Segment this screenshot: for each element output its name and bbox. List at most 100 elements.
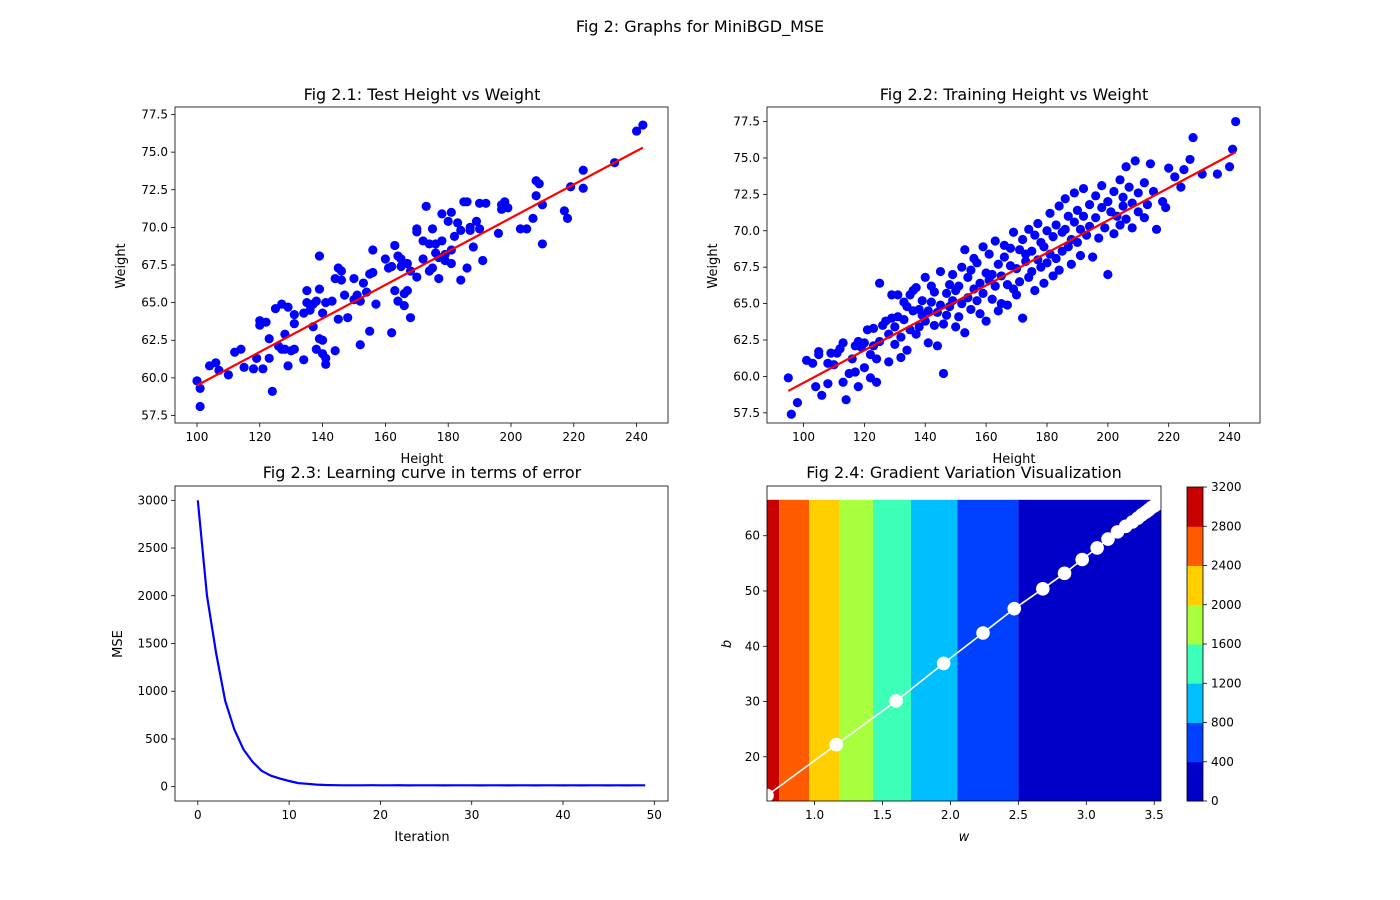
- fig22-point: [948, 269, 958, 280]
- fig22-point: [1002, 300, 1013, 310]
- fig21-point: [317, 335, 328, 345]
- colorbar-tick-label: 2400: [1211, 559, 1242, 573]
- fig21-xlabel: Height: [401, 452, 444, 467]
- fig21-point: [412, 227, 422, 237]
- fig24-axes-frame: [766, 485, 1162, 802]
- fig21-point: [387, 328, 397, 338]
- fig22-point: [1121, 162, 1131, 172]
- fig21-point: [468, 242, 478, 252]
- fig22-ytick-label: 57.5: [733, 406, 760, 420]
- fig21-point: [531, 191, 541, 201]
- fig21-point: [195, 401, 205, 412]
- fig22-point: [838, 377, 848, 387]
- colorbar-tick-label: 3200: [1211, 480, 1242, 494]
- fig21-point: [211, 358, 221, 368]
- fig23-xtick-label: 0: [194, 808, 202, 822]
- colorbar-segment: [1187, 526, 1203, 566]
- fig22-point: [978, 242, 988, 252]
- fig21-point: [427, 224, 438, 234]
- fig21-point: [412, 272, 422, 282]
- fig22-point: [902, 345, 912, 355]
- fig21-point: [456, 275, 466, 285]
- fig21-point: [390, 285, 400, 296]
- colorbar-segment: [1187, 722, 1203, 763]
- fig24-plot-area: 1.0 1.5 2.0 2.5 3.0 3.5 20 30 40 50 60: [745, 485, 1166, 822]
- fig23-ytick-label: 2000: [137, 589, 168, 603]
- fig21-point: [365, 326, 375, 336]
- fig24-contour-band: [872, 499, 912, 801]
- fig22-point: [1127, 223, 1137, 233]
- fig22-point: [972, 296, 982, 306]
- fig22-point: [890, 339, 900, 349]
- fig22-point: [966, 265, 976, 275]
- fig22-point: [1027, 266, 1037, 277]
- fig22-xtick-label: 240: [1218, 430, 1241, 444]
- colorbar-segment: [1187, 487, 1203, 527]
- chart-fig21: Fig 2.1: Test Height vs Weight Height We…: [114, 85, 669, 467]
- fig21-point: [446, 258, 456, 269]
- fig22-point: [1054, 265, 1064, 275]
- fig22-point: [960, 328, 970, 338]
- fig22-point: [951, 322, 961, 332]
- fig22-point: [920, 272, 930, 282]
- fig22-point: [1088, 252, 1098, 262]
- fig22-point: [999, 252, 1009, 262]
- fig21-point: [443, 216, 453, 226]
- fig23-ylabel: MSE: [111, 630, 126, 658]
- fig22-point: [1039, 278, 1049, 288]
- fig23-xtick-label: 10: [281, 808, 296, 822]
- fig22-axes-frame: [766, 106, 1261, 424]
- fig22-ytick-label: 60.0: [733, 369, 760, 383]
- fig22-point: [954, 281, 964, 291]
- fig24-contour-band: [911, 499, 958, 801]
- chart-fig23: Fig 2.3: Learning curve in terms of erro…: [111, 463, 669, 845]
- fig22-point: [963, 272, 973, 282]
- fig22-xtick-label: 160: [975, 430, 998, 444]
- fig22-point: [975, 278, 985, 288]
- chart-fig22: Fig 2.2: Training Height vs Weight Heigh…: [706, 85, 1261, 467]
- fig24-xtick-label: 1.0: [805, 808, 824, 822]
- fig22-fit-line: [787, 151, 1237, 392]
- fig22-point: [823, 379, 833, 389]
- fig22-point: [923, 306, 933, 316]
- fig21-point: [503, 203, 513, 213]
- fig22-point: [987, 294, 997, 304]
- fig21-title: Fig 2.1: Test Height vs Weight: [304, 85, 541, 104]
- fig21-point: [481, 198, 491, 208]
- fig21-xtick-label: 160: [374, 430, 397, 444]
- fig22-xtick-label: 180: [1036, 430, 1059, 444]
- fig22-point: [1005, 243, 1016, 253]
- fig21-point: [339, 290, 350, 300]
- fig22-point: [859, 363, 869, 373]
- fig21-point: [528, 213, 538, 223]
- fig22-point: [1060, 224, 1070, 234]
- fig22-point: [1115, 175, 1125, 185]
- fig21-xtick-label: 240: [625, 430, 648, 444]
- fig22-point: [1033, 218, 1043, 229]
- fig22-point: [1179, 165, 1189, 175]
- fig22-point: [1133, 207, 1143, 217]
- fig22-ytick-label: 72.5: [733, 187, 760, 201]
- fig21-point: [578, 165, 588, 175]
- fig22-point: [1045, 208, 1055, 218]
- fig22-point: [808, 358, 818, 368]
- fig21-point: [456, 225, 466, 235]
- fig22-point: [1115, 220, 1125, 230]
- fig21-axes-frame: [174, 106, 669, 424]
- fig22-point: [1063, 211, 1073, 221]
- fig24-descent-point: [936, 656, 951, 671]
- fig21-point: [462, 263, 472, 273]
- fig22-point: [1018, 313, 1028, 323]
- fig21-point: [343, 313, 353, 323]
- fig23-axes-frame: [174, 485, 669, 802]
- fig21-point: [289, 319, 299, 329]
- fig22-ytick-label: 70.0: [733, 224, 760, 238]
- fig21-point: [446, 207, 456, 217]
- fig22-point: [1048, 271, 1058, 281]
- fig21-ytick-label: 57.5: [141, 408, 168, 422]
- fig22-point: [1048, 232, 1058, 242]
- fig22-point: [1121, 214, 1131, 224]
- colorbar-tick-label: 800: [1211, 716, 1234, 730]
- fig22-point: [814, 349, 824, 360]
